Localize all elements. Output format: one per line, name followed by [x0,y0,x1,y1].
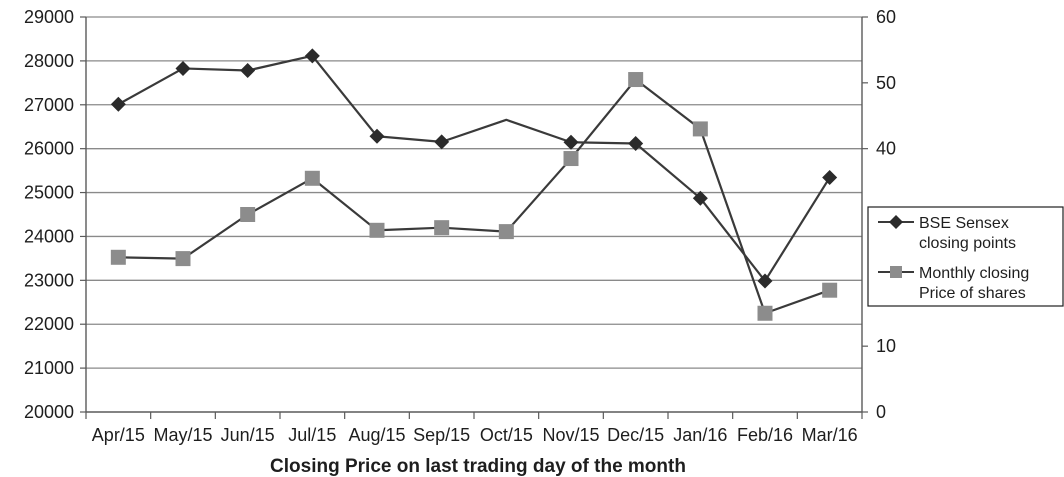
legend-label-shares-line2: Price of shares [919,285,1026,302]
x-tick-label: Jul/15 [288,425,336,445]
sensex-point [110,96,126,112]
left-tick-label: 21000 [24,358,74,378]
share-price-point [304,170,320,186]
left-tick-label: 28000 [24,51,74,71]
legend-label-shares-line1: Monthly closing [919,265,1029,282]
x-tick-label: Mar/16 [802,425,858,445]
share-price-point [175,251,191,267]
right-axis-ticks: 0 10 40 50 60 [876,7,896,422]
right-tick-label: 60 [876,7,896,27]
left-tick-label: 29000 [24,7,74,27]
x-tick-label: Oct/15 [480,425,533,445]
share-price-point [498,224,514,240]
sensex-point [434,134,450,150]
x-axis-label: Closing Price on last trading day of the… [270,456,686,477]
sensex-point [240,63,256,79]
x-tick-label: Sep/15 [413,425,470,445]
sensex-point [822,170,838,186]
left-tick-label: 23000 [24,270,74,290]
x-tick-label: Nov/15 [542,425,599,445]
legend-diamond-icon [889,215,903,229]
x-tick-label: Aug/15 [348,425,405,445]
legend-label-sensex-line1: BSE Sensex [919,215,1009,232]
legend-square-icon [890,266,902,278]
x-tick-label: May/15 [153,425,212,445]
left-tick-label: 27000 [24,95,74,115]
share-price-point [628,72,644,88]
share-price-point [369,222,385,238]
data-markers [110,48,838,321]
sensex-point [175,60,191,76]
share-price-point [692,121,708,137]
share-price-point [110,249,126,265]
share-price-point [757,305,773,321]
left-tick-label: 20000 [24,402,74,422]
right-tick-label: 50 [876,73,896,93]
x-axis-ticks: Apr/15 May/15 Jun/15 Jul/15 Aug/15 Sep/15 Oct/… [92,425,858,445]
sensex-point [692,190,708,206]
share-price-point [434,220,450,236]
sensex-point [369,128,385,144]
sensex-point [563,134,579,150]
x-tick-label: Dec/15 [607,425,664,445]
x-tick-label: Feb/16 [737,425,793,445]
share-price-point [563,151,579,167]
series-line-1 [117,54,831,283]
right-tick-label: 10 [876,336,896,356]
x-tick-label: Jan/16 [673,425,727,445]
sensex-point [757,273,773,289]
left-tick-label: 24000 [24,226,74,246]
left-tick-label: 25000 [24,183,74,203]
series-lines [117,54,831,315]
sensex-point [628,135,644,151]
right-tick-label: 0 [876,402,886,422]
share-price-point [240,207,256,222]
legend-label-sensex-line2: closing points [919,235,1016,252]
share-price-point [822,282,838,298]
x-tick-label: Jun/15 [221,425,275,445]
legend: BSE Sensex closing points Monthly closin… [867,206,1064,307]
x-tick-label: Apr/15 [92,425,145,445]
left-axis-ticks: 20000 21000 22000 23000 24000 25000 26000 27000… [24,7,74,422]
axes [80,16,868,419]
left-tick-label: 22000 [24,314,74,334]
left-tick-label: 26000 [24,139,74,159]
sensex-point [304,48,320,64]
series-line-2 [118,78,831,315]
right-tick-label: 40 [876,139,896,159]
